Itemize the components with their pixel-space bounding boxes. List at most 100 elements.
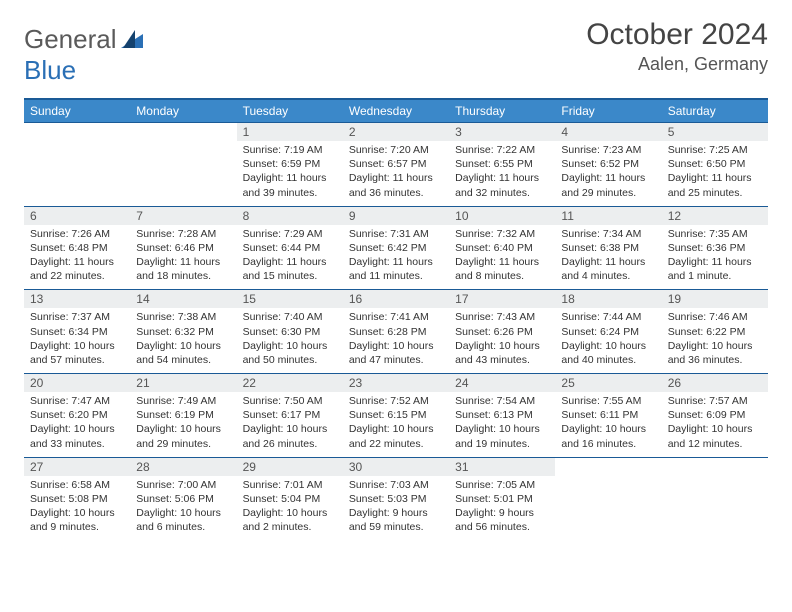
day-number: 17: [449, 290, 555, 308]
weekday-sat: Saturday: [662, 100, 768, 122]
day-info: Sunrise: 7:00 AMSunset: 5:06 PMDaylight:…: [130, 478, 236, 535]
day-number: 21: [130, 374, 236, 392]
day-number: 4: [555, 123, 661, 141]
day-cell: 31Sunrise: 7:05 AMSunset: 5:01 PMDayligh…: [449, 458, 555, 541]
weekday-fri: Friday: [555, 100, 661, 122]
weekday-mon: Monday: [130, 100, 236, 122]
day-cell: 2 Sunrise: 7:20 AMSunset: 6:57 PMDaylight…: [343, 123, 449, 206]
day-cell: 17 Sunrise: 7:43 AMSunset: 6:26 PMDayligh…: [449, 290, 555, 373]
day-cell: 6 Sunrise: 7:26 AMSunset: 6:48 PMDaylight…: [24, 207, 130, 290]
day-info: Sunrise: 7:01 AMSunset: 5:04 PMDaylight:…: [237, 478, 343, 535]
day-cell: 27Sunrise: 6:58 AMSunset: 5:08 PMDayligh…: [24, 458, 130, 541]
day-info: Sunrise: 7:49 AMSunset: 6:19 PMDaylight:…: [130, 394, 236, 451]
day-number: 9: [343, 207, 449, 225]
day-number: 22: [237, 374, 343, 392]
day-info: Sunrise: 7:23 AMSunset: 6:52 PMDaylight:…: [555, 143, 661, 200]
day-cell: 15 Sunrise: 7:40 AMSunset: 6:30 PMDayligh…: [237, 290, 343, 373]
day-number: 25: [555, 374, 661, 392]
day-number: 18: [555, 290, 661, 308]
day-cell: 18 Sunrise: 7:44 AMSunset: 6:24 PMDayligh…: [555, 290, 661, 373]
day-cell: 13Sunrise: 7:37 AMSunset: 6:34 PMDayligh…: [24, 290, 130, 373]
location-label: Aalen, Germany: [586, 54, 768, 75]
week-row: 20 Sunrise: 7:47 AMSunset: 6:20 PMDayligh…: [24, 373, 768, 457]
day-number: 8: [237, 207, 343, 225]
day-cell: 14 Sunrise: 7:38 AMSunset: 6:32 PMDayligh…: [130, 290, 236, 373]
day-info: Sunrise: 7:50 AMSunset: 6:17 PMDaylight:…: [237, 394, 343, 451]
day-info: Sunrise: 7:55 AMSunset: 6:11 PMDaylight:…: [555, 394, 661, 451]
day-number: 6: [24, 207, 130, 225]
day-info: Sunrise: 7:32 AMSunset: 6:40 PMDaylight:…: [449, 227, 555, 284]
day-cell: 23 Sunrise: 7:52 AMSunset: 6:15 PMDayligh…: [343, 374, 449, 457]
day-cell: 28 Sunrise: 7:00 AMSunset: 5:06 PMDayligh…: [130, 458, 236, 541]
day-cell: 16Sunrise: 7:41 AMSunset: 6:28 PMDayligh…: [343, 290, 449, 373]
day-info: Sunrise: 7:47 AMSunset: 6:20 PMDaylight:…: [24, 394, 130, 451]
week-row: 1Sunrise: 7:19 AMSunset: 6:59 PMDaylight…: [24, 122, 768, 206]
page-header: GeneralBlue October 2024 Aalen, Germany: [24, 18, 768, 86]
day-info: Sunrise: 7:37 AMSunset: 6:34 PMDaylight:…: [24, 310, 130, 367]
day-info: Sunrise: 7:41 AMSunset: 6:28 PMDaylight:…: [343, 310, 449, 367]
day-cell: 12Sunrise: 7:35 AMSunset: 6:36 PMDayligh…: [662, 207, 768, 290]
day-cell: 5Sunrise: 7:25 AMSunset: 6:50 PMDaylight…: [662, 123, 768, 206]
day-info: Sunrise: 7:43 AMSunset: 6:26 PMDaylight:…: [449, 310, 555, 367]
day-info: Sunrise: 7:28 AMSunset: 6:46 PMDaylight:…: [130, 227, 236, 284]
day-number: 30: [343, 458, 449, 476]
day-info: Sunrise: 7:05 AMSunset: 5:01 PMDaylight:…: [449, 478, 555, 535]
day-info: Sunrise: 7:52 AMSunset: 6:15 PMDaylight:…: [343, 394, 449, 451]
day-cell: 8Sunrise: 7:29 AMSunset: 6:44 PMDaylight…: [237, 207, 343, 290]
weeks-container: 1Sunrise: 7:19 AMSunset: 6:59 PMDaylight…: [24, 122, 768, 540]
day-cell: 21 Sunrise: 7:49 AMSunset: 6:19 PMDayligh…: [130, 374, 236, 457]
day-number: 15: [237, 290, 343, 308]
logo-word-1: General: [24, 24, 117, 54]
day-number: 20: [24, 374, 130, 392]
day-cell: 24Sunrise: 7:54 AMSunset: 6:13 PMDayligh…: [449, 374, 555, 457]
day-cell: 20 Sunrise: 7:47 AMSunset: 6:20 PMDayligh…: [24, 374, 130, 457]
day-info: Sunrise: 7:44 AMSunset: 6:24 PMDaylight:…: [555, 310, 661, 367]
week-row: 6 Sunrise: 7:26 AMSunset: 6:48 PMDaylight…: [24, 206, 768, 290]
day-cell: 10 Sunrise: 7:32 AMSunset: 6:40 PMDayligh…: [449, 207, 555, 290]
day-info: Sunrise: 7:03 AMSunset: 5:03 PMDaylight:…: [343, 478, 449, 535]
day-number: 23: [343, 374, 449, 392]
day-info: Sunrise: 7:38 AMSunset: 6:32 PMDaylight:…: [130, 310, 236, 367]
day-number: 28: [130, 458, 236, 476]
day-info: Sunrise: 7:34 AMSunset: 6:38 PMDaylight:…: [555, 227, 661, 284]
weekday-header-row: Sunday Monday Tuesday Wednesday Thursday…: [24, 100, 768, 122]
day-info: Sunrise: 7:46 AMSunset: 6:22 PMDaylight:…: [662, 310, 768, 367]
day-cell: 11 Sunrise: 7:34 AMSunset: 6:38 PMDayligh…: [555, 207, 661, 290]
day-info: Sunrise: 7:26 AMSunset: 6:48 PMDaylight:…: [24, 227, 130, 284]
week-row: 27Sunrise: 6:58 AMSunset: 5:08 PMDayligh…: [24, 457, 768, 541]
weekday-tue: Tuesday: [237, 100, 343, 122]
day-number: 19: [662, 290, 768, 308]
day-cell: 7 Sunrise: 7:28 AMSunset: 6:46 PMDaylight…: [130, 207, 236, 290]
day-info: Sunrise: 7:35 AMSunset: 6:36 PMDaylight:…: [662, 227, 768, 284]
day-number: 14: [130, 290, 236, 308]
day-cell: [662, 458, 768, 541]
day-number: 10: [449, 207, 555, 225]
logo-mark-icon: [121, 24, 143, 55]
day-info: Sunrise: 7:54 AMSunset: 6:13 PMDaylight:…: [449, 394, 555, 451]
day-number: 2: [343, 123, 449, 141]
weekday-wed: Wednesday: [343, 100, 449, 122]
day-cell: 22 Sunrise: 7:50 AMSunset: 6:17 PMDayligh…: [237, 374, 343, 457]
logo: GeneralBlue: [24, 24, 143, 86]
day-number: 11: [555, 207, 661, 225]
weekday-thu: Thursday: [449, 100, 555, 122]
day-number: 29: [237, 458, 343, 476]
day-cell: 19 Sunrise: 7:46 AMSunset: 6:22 PMDayligh…: [662, 290, 768, 373]
day-number: 1: [237, 123, 343, 141]
weekday-sun: Sunday: [24, 100, 130, 122]
calendar: Sunday Monday Tuesday Wednesday Thursday…: [24, 98, 768, 540]
day-cell: 30 Sunrise: 7:03 AMSunset: 5:03 PMDayligh…: [343, 458, 449, 541]
day-info: Sunrise: 7:31 AMSunset: 6:42 PMDaylight:…: [343, 227, 449, 284]
day-cell: 3Sunrise: 7:22 AMSunset: 6:55 PMDaylight…: [449, 123, 555, 206]
day-number: 7: [130, 207, 236, 225]
day-cell: 9 Sunrise: 7:31 AMSunset: 6:42 PMDaylight…: [343, 207, 449, 290]
day-number: 3: [449, 123, 555, 141]
day-cell: [24, 123, 130, 206]
day-info: Sunrise: 6:58 AMSunset: 5:08 PMDaylight:…: [24, 478, 130, 535]
day-cell: [130, 123, 236, 206]
day-info: Sunrise: 7:20 AMSunset: 6:57 PMDaylight:…: [343, 143, 449, 200]
day-info: Sunrise: 7:57 AMSunset: 6:09 PMDaylight:…: [662, 394, 768, 451]
day-number: 26: [662, 374, 768, 392]
day-cell: 26 Sunrise: 7:57 AMSunset: 6:09 PMDayligh…: [662, 374, 768, 457]
day-info: Sunrise: 7:40 AMSunset: 6:30 PMDaylight:…: [237, 310, 343, 367]
